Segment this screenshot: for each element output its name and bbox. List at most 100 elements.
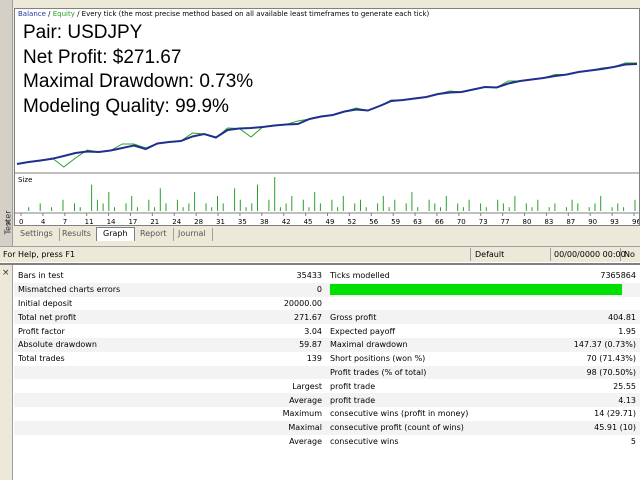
x-tick-label: 87 (566, 218, 575, 225)
tab-results[interactable]: Results (56, 228, 98, 241)
x-tick-label: 77 (501, 218, 510, 225)
report-label: Short positions (won %) (326, 351, 558, 366)
report-empty (154, 365, 326, 380)
report-empty (14, 434, 154, 449)
report-label: Initial deposit (14, 296, 154, 311)
report-empty (14, 379, 154, 394)
table-row: Total trades 139 Short positions (won %)… (14, 351, 640, 366)
close-icon[interactable]: × (2, 268, 10, 278)
tab-graph[interactable]: Graph (96, 227, 135, 241)
status-separator (470, 248, 471, 261)
overlay-pair: Pair: USDJPY (23, 22, 143, 43)
report-value: 139 (154, 351, 326, 366)
x-tick-label: 7 (63, 218, 67, 225)
equity-legend: Equity (52, 10, 75, 18)
table-row: Bars in test 35433 Ticks modelled 736586… (14, 269, 640, 283)
status-separator (550, 248, 551, 261)
x-tick-label: 49 (326, 218, 335, 225)
status-bar: For Help, press F1 Default 00/00/0000 00… (0, 246, 640, 262)
x-tick-label: 4 (41, 218, 46, 225)
x-tick-label: 96 (632, 218, 639, 225)
table-row: Absolute drawdown 59.87 Maximal drawdown… (14, 337, 640, 352)
x-tick-label: 45 (304, 218, 313, 225)
x-tick-label: 31 (216, 218, 225, 225)
report-label: Total net profit (14, 310, 154, 325)
report-label: Profit trades (% of total) (326, 365, 558, 380)
x-tick-label: 93 (610, 218, 619, 225)
x-tick-label: 42 (282, 218, 291, 225)
report-value: 0 (154, 282, 326, 297)
x-tick-label: 11 (85, 218, 94, 225)
report-value: 7365864 (558, 269, 640, 283)
x-tick-label: 73 (479, 218, 488, 225)
graph-svg: Size 0 4 7 11 14 17 21 24 28 31 35 38 42 45 49 52 56 59 63 6… (15, 62, 639, 225)
report-value: 4.13 (558, 393, 640, 407)
x-tick-label: 35 (238, 218, 247, 225)
x-tick-label: 0 (19, 218, 23, 225)
x-tick-label: 80 (523, 218, 532, 225)
modeling-quality-bar (326, 282, 640, 297)
report-label: Gross profit (326, 310, 558, 325)
overlay-max-drawdown: Maximal Drawdown: 0.73% (23, 71, 254, 92)
report-label: Average (154, 393, 326, 407)
report-label: Maximal (154, 420, 326, 435)
report-label: Expected payoff (326, 324, 558, 338)
tab-settings[interactable]: Settings (14, 228, 60, 241)
report-label: profit trade (326, 393, 558, 407)
overlay-modeling-quality: Modeling Quality: 99.9% (23, 96, 229, 117)
series-balance-line (16, 63, 638, 165)
table-row: Maximum consecutive wins (profit in mone… (14, 406, 640, 421)
report-value: 25.55 (558, 379, 640, 394)
tab-journal[interactable]: Journal (172, 228, 213, 241)
report-empty (558, 296, 640, 311)
tester-side-label: Tester (3, 210, 13, 235)
report-window: × Bars in test 35433 Ticks modelled 7365… (0, 263, 640, 480)
report-label: Maximal drawdown (326, 337, 558, 352)
table-row: Maximal consecutive profit (count of win… (14, 420, 640, 435)
report-value: 59.87 (154, 337, 326, 352)
report-table: Bars in test 35433 Ticks modelled 736586… (14, 269, 640, 449)
balance-legend: Balance (18, 10, 46, 18)
x-tick-label: 17 (128, 218, 137, 225)
report-value: 45.91 (10) (558, 420, 640, 435)
tab-report[interactable]: Report (134, 228, 174, 241)
quality-bar-fill (330, 284, 622, 296)
report-empty (14, 420, 154, 435)
report-empty (14, 406, 154, 421)
report-side-panel: × (0, 265, 13, 480)
x-tick-label: 56 (369, 218, 378, 225)
report-label: Maximum (154, 406, 326, 421)
table-row: Average consecutive wins 5 (14, 434, 640, 449)
report-value: 404.81 (558, 310, 640, 325)
report-label: consecutive wins (326, 434, 558, 449)
table-row: Mismatched charts errors 0 (14, 282, 640, 297)
chart-header: Balance / Equity / Every tick (the most … (18, 10, 429, 18)
report-value: 3.04 (154, 324, 326, 338)
report-label: Absolute drawdown (14, 337, 154, 352)
x-tick-label: 24 (172, 218, 181, 225)
report-label: Ticks modelled (326, 269, 558, 283)
x-tick-label: 21 (150, 218, 159, 225)
table-row: Largest profit trade 25.55 (14, 379, 640, 394)
report-value: 14 (29.71) (558, 406, 640, 421)
report-value: 271.67 (154, 310, 326, 325)
report-label: Average (154, 434, 326, 449)
status-help: For Help, press F1 (3, 250, 76, 259)
table-row: Profit trades (% of total) 98 (70.50%) (14, 365, 640, 380)
x-tick-label: 38 (260, 218, 269, 225)
table-row: Average profit trade 4.13 (14, 393, 640, 407)
status-datetime: 00/00/0000 00:00 (554, 250, 626, 259)
status-extra: No (624, 250, 635, 259)
volume-label: Size (18, 176, 32, 184)
report-label: Profit factor (14, 324, 154, 338)
x-tick-label: 83 (544, 218, 553, 225)
graph-chart: Size 0 4 7 11 14 17 21 24 28 31 35 38 42 45 49 52 56 59 63 6… (14, 8, 640, 226)
modeling-description: / Every tick (the most precise method ba… (74, 10, 430, 18)
x-tick-label: 63 (413, 218, 422, 225)
tester-tabs: Settings Results Graph Report Journal (14, 227, 640, 242)
report-value: 5 (558, 434, 640, 449)
x-tick-label: 66 (435, 218, 444, 225)
report-empty (326, 296, 558, 311)
report-label: consecutive wins (profit in money) (326, 406, 558, 421)
x-tick-label: 52 (347, 218, 356, 225)
